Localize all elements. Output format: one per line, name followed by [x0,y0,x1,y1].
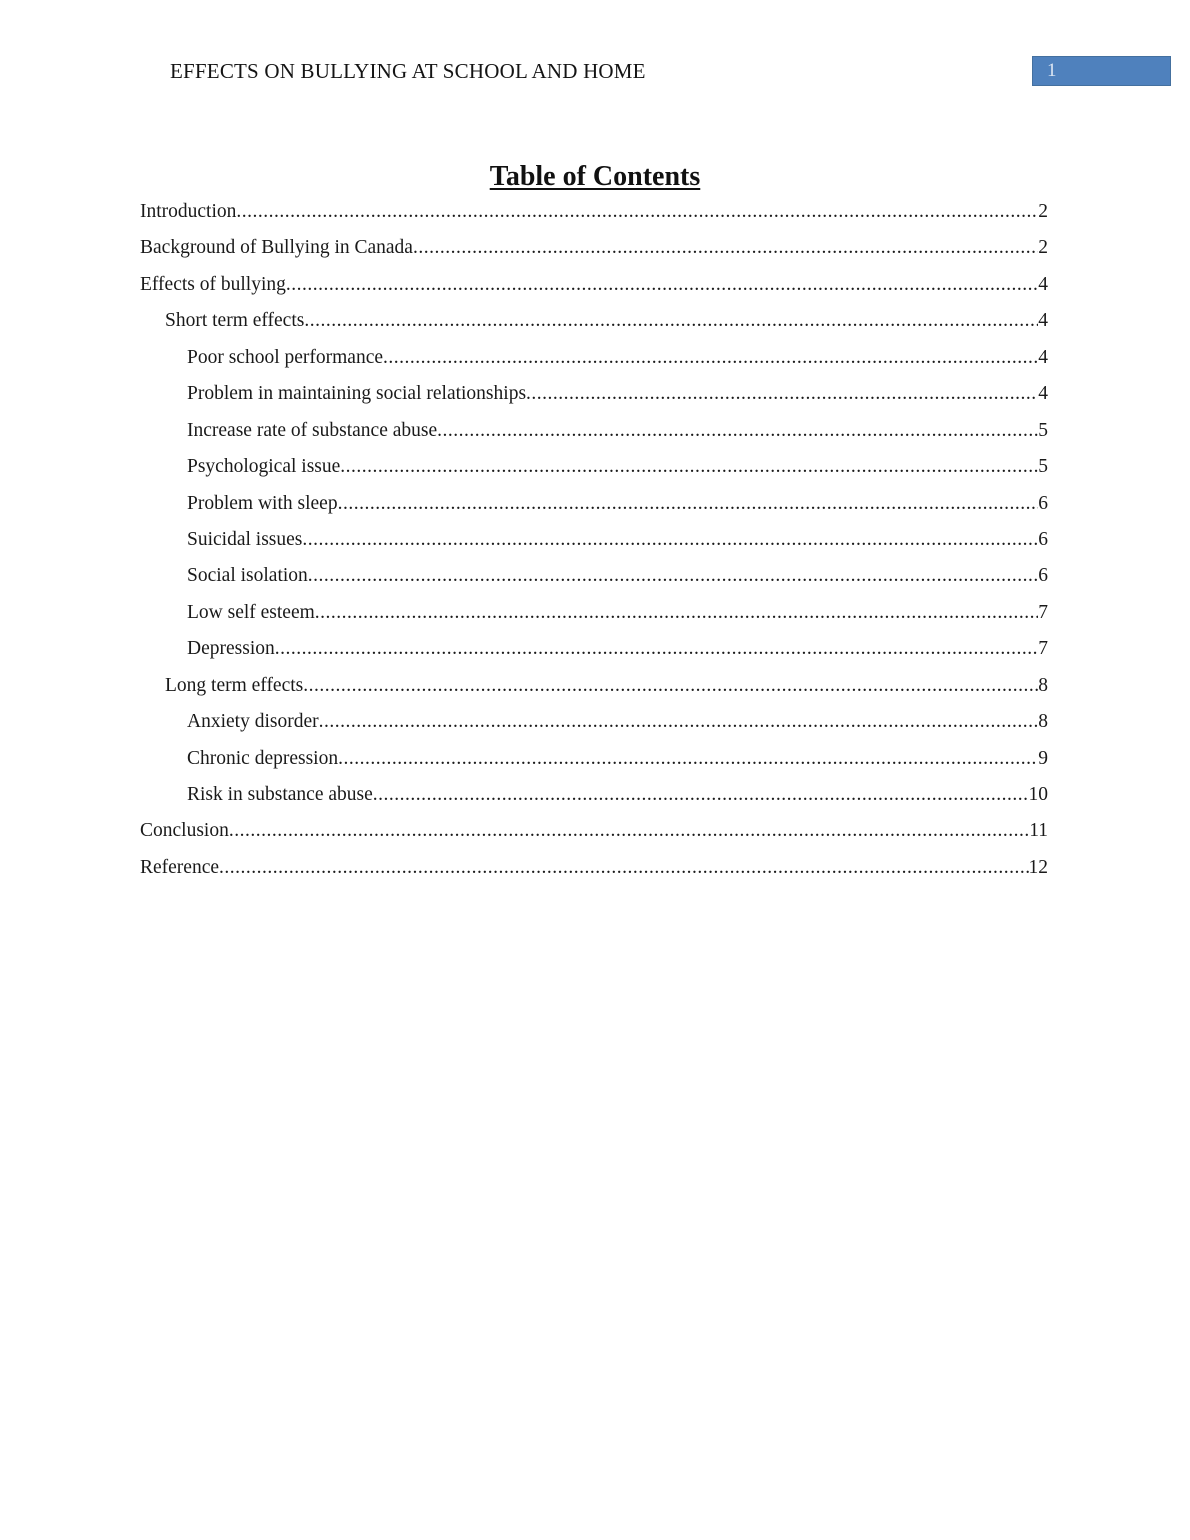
toc-entry-page: 2 [1038,237,1048,259]
toc-entry[interactable]: Chronic depression .....................… [140,741,1048,777]
toc-leader-dots: ........................................… [340,456,1039,478]
toc-entry-title: Background of Bullying in Canada [140,237,413,259]
toc-entry-page: 4 [1038,383,1048,405]
toc-entry[interactable]: Problem in maintaining social relationsh… [140,376,1048,412]
toc-leader-dots: ........................................… [314,601,1038,623]
toc-entry-title: Reference [140,856,220,878]
toc-entry-title: Long term effects [165,674,304,696]
toc-list: Introduction ...........................… [140,194,1048,886]
toc-entry-page: 6 [1038,492,1048,514]
toc-entry-page: 8 [1038,674,1048,696]
toc-leader-dots: ........................................… [307,565,1039,587]
toc-entry-title: Conclusion [140,820,229,842]
toc-leader-dots: ........................................… [302,528,1039,550]
toc-entry-title: Depression [187,638,275,660]
toc-entry-title: Anxiety disorder [187,711,319,733]
toc-entry[interactable]: Problem with sleep .....................… [140,486,1048,522]
toc-entry-title: Chronic depression [187,747,339,769]
toc-entry[interactable]: Short term effects .....................… [140,303,1048,339]
toc-entry-title: Risk in substance abuse [187,784,373,805]
toc-entry-page: 4 [1038,273,1048,295]
toc-leader-dots: ........................................… [372,784,1029,805]
toc-entry-title: Problem with sleep [187,492,338,514]
toc-entry[interactable]: Introduction ...........................… [140,194,1048,230]
toc-entry-title: Problem in maintaining social relationsh… [187,383,527,405]
toc-entry-page: 5 [1038,419,1048,441]
toc-leader-dots: ........................................… [412,237,1038,259]
toc-entry[interactable]: Conclusion .............................… [140,813,1048,849]
toc-entry-page: 11 [1029,820,1048,842]
toc-entry-title: Effects of bullying [140,273,286,295]
toc-entry-title: Low self esteem [187,601,315,623]
page-number: 1 [1047,60,1057,81]
toc-entry[interactable]: Background of Bullying in Canada .......… [140,230,1048,266]
page-header: EFFECTS ON BULLYING AT SCHOOL AND HOME 1 [0,56,1190,86]
toc-entry[interactable]: Low self esteem ........................… [140,595,1048,631]
toc-leader-dots: ........................................… [285,273,1039,295]
toc-entry-page: 10 [1028,784,1049,805]
toc-entry[interactable]: Poor school performance ................… [140,340,1048,376]
toc-leader-dots: ........................................… [274,638,1039,660]
toc-entry[interactable]: Psychological issue ....................… [140,449,1048,485]
toc-leader-dots: ........................................… [318,711,1039,733]
toc-leader-dots: ........................................… [236,201,1039,222]
toc-leader-dots: ........................................… [228,820,1030,842]
toc-leader-dots: ........................................… [526,383,1038,405]
toc-entry-title: Poor school performance [187,346,384,368]
toc-heading-wrap: Table of Contents [0,161,1190,193]
toc-entry-page: 9 [1038,747,1048,769]
toc-leader-dots: ........................................… [337,492,1039,514]
toc-entry-page: 4 [1038,310,1048,332]
toc-entry-title: Introduction [140,201,237,222]
toc-leader-dots: ........................................… [303,674,1039,696]
toc-entry-title: Suicidal issues [187,528,303,550]
toc-entry-title: Short term effects [165,310,305,332]
toc-entry-page: 8 [1038,711,1048,733]
toc-entry-page: 7 [1038,638,1048,660]
toc-entry[interactable]: Suicidal issues ........................… [140,522,1048,558]
toc-entry-title: Social isolation [187,565,308,587]
toc-leader-dots: ........................................… [338,747,1039,769]
page-number-badge: 1 [1032,56,1171,86]
toc-entry[interactable]: Depression .............................… [140,631,1048,667]
toc-entry-page: 12 [1028,856,1049,878]
toc-entry-page: 2 [1038,201,1048,222]
toc-entry-page: 4 [1038,346,1048,368]
toc-entry[interactable]: Anxiety disorder .......................… [140,704,1048,740]
toc-entry[interactable]: Increase rate of substance abuse .......… [140,413,1048,449]
toc-heading: Table of Contents [489,161,701,192]
toc-entry-page: 6 [1038,528,1048,550]
toc-entry-page: 5 [1038,456,1048,478]
toc-entry-title: Increase rate of substance abuse [187,419,438,441]
toc-leader-dots: ........................................… [383,346,1039,368]
toc-entry-page: 7 [1038,601,1048,623]
toc-entry[interactable]: Risk in substance abuse ................… [140,777,1048,813]
toc-leader-dots: ........................................… [437,419,1039,441]
toc-entry[interactable]: Effects of bullying ....................… [140,267,1048,303]
toc-leader-dots: ........................................… [304,310,1039,332]
toc-entry[interactable]: Long term effects ......................… [140,668,1048,704]
running-head-title: EFFECTS ON BULLYING AT SCHOOL AND HOME [170,59,646,83]
toc-entry-title: Psychological issue [187,456,341,478]
toc-entry[interactable]: Social isolation .......................… [140,558,1048,594]
toc-entry[interactable]: Reference ..............................… [140,850,1048,886]
toc-leader-dots: ........................................… [219,856,1028,878]
toc-entry-page: 6 [1038,565,1048,587]
